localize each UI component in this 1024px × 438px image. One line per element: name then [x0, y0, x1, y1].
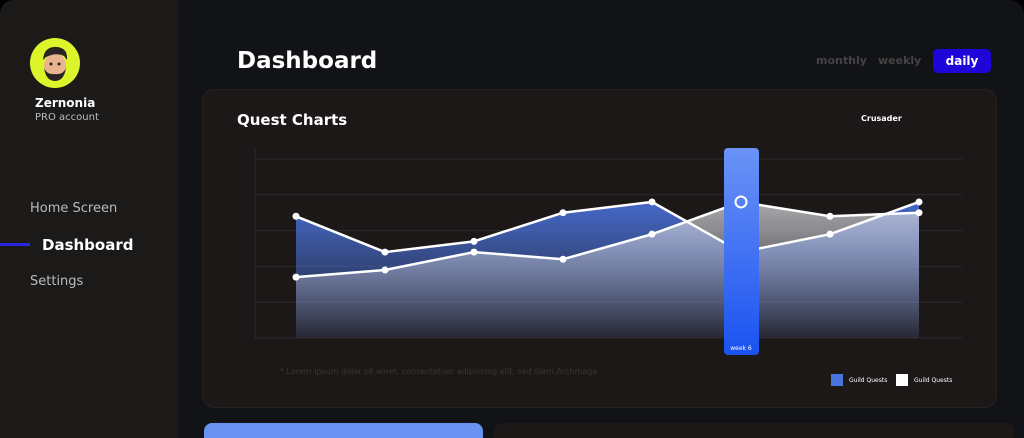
card-subtitle: Crusader: [861, 114, 902, 123]
tab-monthly[interactable]: monthly: [816, 54, 867, 67]
avatar-face-icon: [43, 46, 68, 81]
bottom-card-blue: [204, 423, 483, 438]
data-point: [470, 248, 478, 256]
nav-home-screen[interactable]: Home Screen: [30, 201, 118, 216]
legend-swatch: [831, 374, 843, 386]
legend-label: Guild Quests: [914, 376, 953, 384]
highlight-bar: [724, 148, 759, 355]
nav-settings[interactable]: Settings: [30, 274, 84, 289]
data-point: [648, 230, 656, 238]
page-title: Dashboard: [237, 48, 378, 74]
legend-item: Guild Quests: [896, 374, 952, 386]
nav-dashboard[interactable]: Dashboard: [42, 236, 134, 254]
data-point: [381, 248, 389, 256]
series-line: [295, 200, 920, 254]
tab-weekly[interactable]: weekly: [878, 54, 922, 67]
user-name: Zernonia: [35, 96, 96, 110]
tab-daily[interactable]: daily: [933, 49, 991, 73]
data-point: [648, 198, 656, 206]
data-point: [915, 209, 923, 217]
series-area: [296, 201, 919, 338]
active-indicator: [0, 243, 30, 246]
data-point: [826, 212, 834, 220]
data-point: [292, 273, 300, 281]
avatar[interactable]: [30, 38, 80, 88]
series-line: [295, 200, 920, 279]
legend-label: Guild Quests: [849, 376, 888, 384]
legend-item: Guild Quests: [831, 374, 887, 386]
data-point: [826, 230, 834, 238]
data-point: [292, 212, 300, 220]
legend-swatch: [896, 374, 908, 386]
account-type: PRO account: [35, 112, 99, 123]
highlight-label: week 6: [730, 345, 752, 352]
data-point: [470, 237, 478, 245]
chart-note: * Lorem ipsum dolor sit amet, consectetu…: [280, 367, 598, 376]
data-point: [381, 266, 389, 274]
card-title: Quest Charts: [237, 111, 348, 129]
data-point: [559, 255, 567, 263]
sidebar: Zernonia PRO account Home Screen Dashboa…: [0, 0, 178, 438]
data-point: [559, 209, 567, 217]
bottom-card-dark: [494, 423, 1014, 438]
data-point: [915, 198, 923, 206]
highlight-point: [734, 195, 748, 209]
